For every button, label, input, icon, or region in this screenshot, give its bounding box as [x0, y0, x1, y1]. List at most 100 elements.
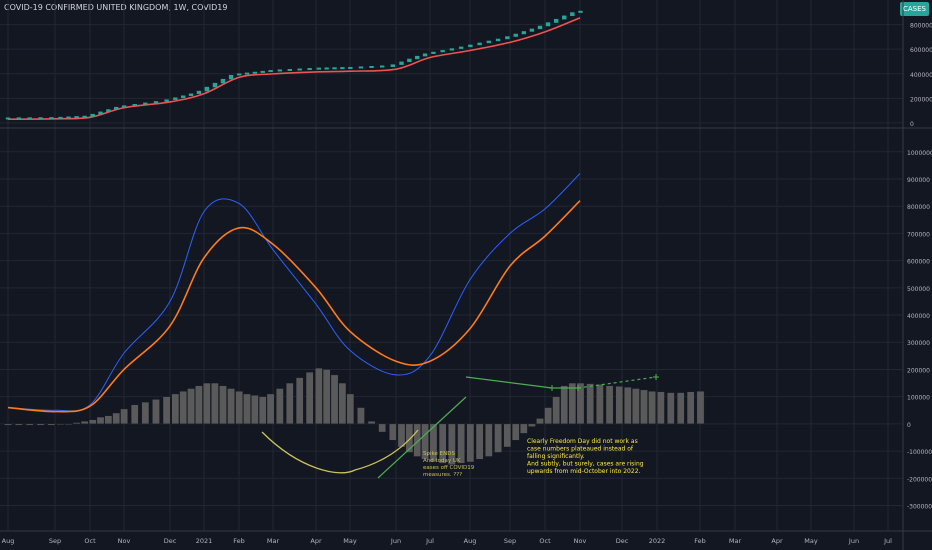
candle [244, 72, 250, 75]
candle [407, 58, 412, 63]
histogram-bar [632, 388, 640, 425]
candle [90, 113, 95, 117]
freedom-note-line: Clearly Freedom Day did not work as [527, 438, 638, 445]
histogram-bar [560, 385, 569, 425]
histogram-bar [520, 423, 528, 434]
histogram-bar [152, 399, 160, 425]
x-tick-label: May [804, 537, 818, 545]
histogram-bar [56, 423, 65, 425]
x-tick-label: Apr [771, 537, 783, 545]
y-tick-label-bottom: 500000 [907, 286, 930, 293]
histogram-bar [338, 382, 347, 425]
histogram-bar [648, 391, 656, 425]
histogram-bar [195, 385, 203, 425]
y-tick-label-bottom: 400000 [907, 313, 930, 320]
candle [477, 42, 482, 46]
histogram-bar [448, 423, 456, 465]
histogram-bar [346, 393, 355, 425]
freedom-note-line: case numbers plateaued instead of [527, 446, 634, 453]
candle [66, 116, 71, 119]
histogram-bar [130, 404, 139, 425]
histogram-bar [36, 423, 45, 426]
candle [212, 82, 218, 88]
annotation-marker [549, 385, 555, 391]
histogram-bar [397, 423, 406, 448]
candle [143, 102, 148, 105]
freedom-note-line: upwards from mid-October into 2022. [527, 468, 641, 475]
y-tick-label-bottom: -100000 [907, 449, 932, 456]
x-tick-label: 2021 [196, 537, 213, 545]
histogram-bar [568, 382, 577, 425]
spike-note-line: measures. ??? [423, 472, 462, 478]
candle [49, 117, 54, 120]
histogram-bar [96, 416, 105, 425]
y-tick-label-bottom: 900000 [907, 177, 930, 184]
candle [578, 10, 583, 13]
histogram-bar [243, 393, 251, 425]
histogram-bar [120, 408, 128, 425]
candle [82, 115, 87, 118]
candle [332, 67, 337, 70]
x-tick-label: Nov [118, 537, 131, 545]
y-tick-label-bottom: 800000 [907, 204, 930, 211]
histogram-bar [552, 396, 560, 425]
histogram-bar [104, 415, 113, 425]
histogram-bar [615, 386, 624, 425]
histogram-bar [276, 388, 284, 425]
x-tick-label: Dec [616, 537, 629, 545]
histogram-bar [305, 371, 314, 425]
histogram-bar [219, 385, 227, 425]
candle [236, 73, 242, 76]
candle [513, 33, 518, 37]
histogram-bar [251, 395, 259, 425]
y-tick-label-top: 4000000 [910, 72, 932, 79]
histogram-bar [475, 423, 484, 460]
histogram-bar [171, 393, 180, 425]
candle [399, 61, 404, 65]
histogram-bar [25, 423, 34, 426]
candle [521, 31, 527, 35]
candle [537, 25, 543, 30]
x-tick-label: 2022 [649, 537, 666, 545]
histogram-bar [235, 391, 243, 425]
candle [307, 68, 312, 71]
histogram-bar [576, 382, 585, 425]
histogram-bar [295, 377, 304, 425]
histogram-bar [676, 392, 685, 425]
histogram-bar [211, 382, 219, 425]
histogram-bar [640, 389, 648, 425]
y-tick-label-bottom: 0 [907, 422, 911, 429]
histogram-bar [285, 382, 294, 425]
candle [369, 65, 374, 68]
candle [431, 51, 436, 54]
plateau-line [465, 376, 553, 389]
blue-line [7, 173, 581, 412]
x-tick-label: Aug [2, 537, 15, 545]
candle [545, 22, 551, 27]
spike-note-line: And today UK [423, 458, 461, 464]
candle [449, 48, 455, 51]
histogram-bar [357, 407, 365, 425]
y-tick-label-bottom: 100000 [907, 395, 930, 402]
candle [114, 106, 119, 110]
y-tick-label-top: 2000000 [910, 96, 932, 103]
histogram-bar [367, 420, 376, 425]
histogram-bar [141, 401, 150, 425]
projection-line [577, 376, 657, 389]
histogram-bar [605, 385, 614, 425]
cases-badge[interactable]: CASES [900, 2, 929, 16]
histogram-bar [162, 396, 171, 425]
y-tick-label-bottom: 600000 [907, 259, 930, 266]
candle [98, 111, 103, 115]
candle [132, 104, 137, 107]
candle [106, 109, 111, 113]
x-tick-label: Feb [233, 537, 245, 545]
candle [277, 69, 283, 72]
histogram-bar [47, 423, 56, 426]
histogram-bar [503, 423, 512, 448]
y-tick-label-bottom: -300000 [907, 504, 932, 511]
histogram-bar [322, 369, 331, 425]
freedom-note-line: falling significantly. [527, 453, 585, 460]
x-tick-label: Oct [84, 537, 96, 545]
candle [188, 93, 194, 96]
